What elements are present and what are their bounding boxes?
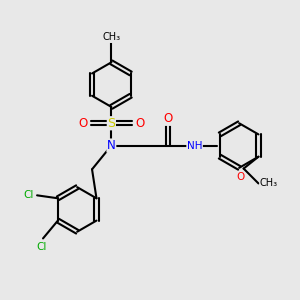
Text: Cl: Cl bbox=[36, 242, 47, 252]
Text: O: O bbox=[236, 172, 245, 182]
Text: CH₃: CH₃ bbox=[260, 178, 278, 188]
Text: Cl: Cl bbox=[23, 190, 33, 200]
Text: CH₃: CH₃ bbox=[102, 32, 120, 42]
Text: N: N bbox=[107, 139, 116, 152]
Text: S: S bbox=[107, 117, 116, 130]
Text: NH: NH bbox=[187, 140, 202, 151]
Text: O: O bbox=[79, 117, 88, 130]
Text: O: O bbox=[135, 117, 144, 130]
Text: O: O bbox=[163, 112, 172, 125]
